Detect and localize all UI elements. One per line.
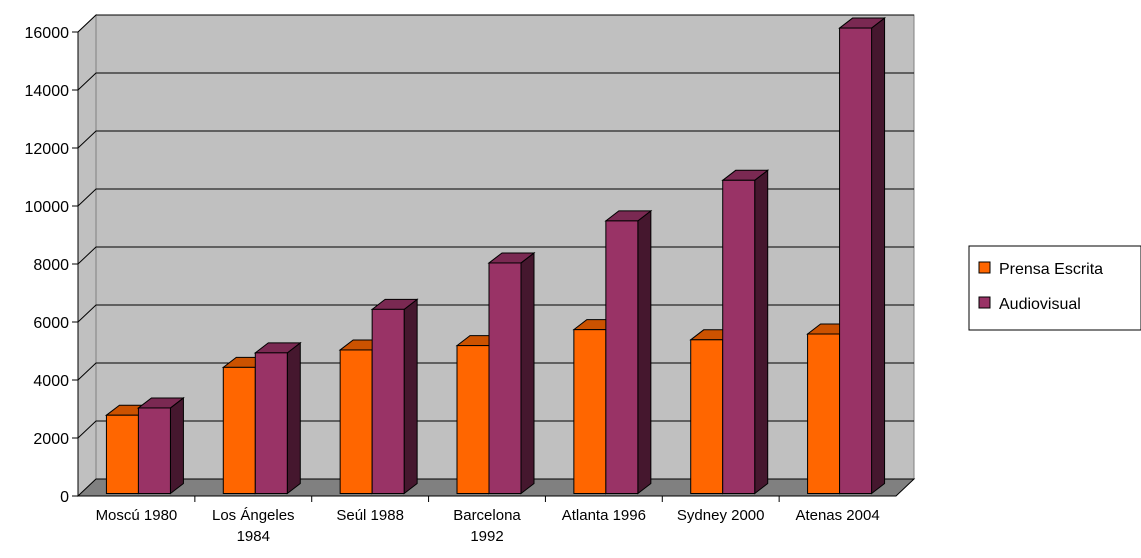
y-tick-label: 4000 (33, 373, 69, 390)
gridline (77, 130, 914, 149)
bar-audiovisual (604, 209, 653, 495)
legend-box (968, 245, 1141, 331)
axes (72, 31, 896, 502)
gridline (77, 188, 914, 207)
legend-label: Prensa Escrita (999, 261, 1103, 278)
bar-audiovisual (136, 396, 185, 495)
legend-swatch (978, 261, 991, 274)
y-tick-label: 8000 (33, 257, 69, 274)
x-category-label: Seúl 1988 (336, 507, 404, 524)
bar-audiovisual (370, 298, 419, 495)
x-category-label: Moscú 1980 (96, 507, 178, 524)
y-tick-label: 12000 (25, 141, 70, 158)
legend: Prensa Escrita Audiovisual (968, 245, 1141, 331)
gridline (77, 72, 914, 91)
y-tick-label: 2000 (33, 431, 69, 448)
bar-audiovisual (253, 341, 302, 495)
gridline (77, 14, 914, 33)
x-category-label: Barcelona 1992 (453, 507, 521, 545)
x-category-label: Sydney 2000 (677, 507, 765, 524)
y-tick-label: 10000 (25, 199, 70, 216)
y-tick-label: 14000 (25, 83, 70, 100)
x-category-label: Atlanta 1996 (562, 507, 646, 524)
x-category-labels: Moscú 1980 Los Ángeles 1984 Seúl 1988 Barcel… (96, 507, 880, 545)
bar-audiovisual (487, 251, 536, 495)
x-category-label: Atenas 2004 (795, 507, 879, 524)
legend-swatch (978, 296, 991, 309)
bars (104, 17, 887, 495)
y-tick-label: 16000 (25, 25, 70, 42)
legend-label: Audiovisual (999, 296, 1081, 313)
bar-audiovisual (838, 17, 887, 495)
y-tick-label: 6000 (33, 315, 69, 332)
x-category-label: Los Ángeles 1984 (212, 507, 295, 545)
bar-audiovisual (721, 169, 770, 495)
y-tick-label: 0 (60, 489, 69, 506)
y-tick-labels: 0 2000 4000 6000 8000 10000 12000 14000 16000 (25, 25, 70, 506)
